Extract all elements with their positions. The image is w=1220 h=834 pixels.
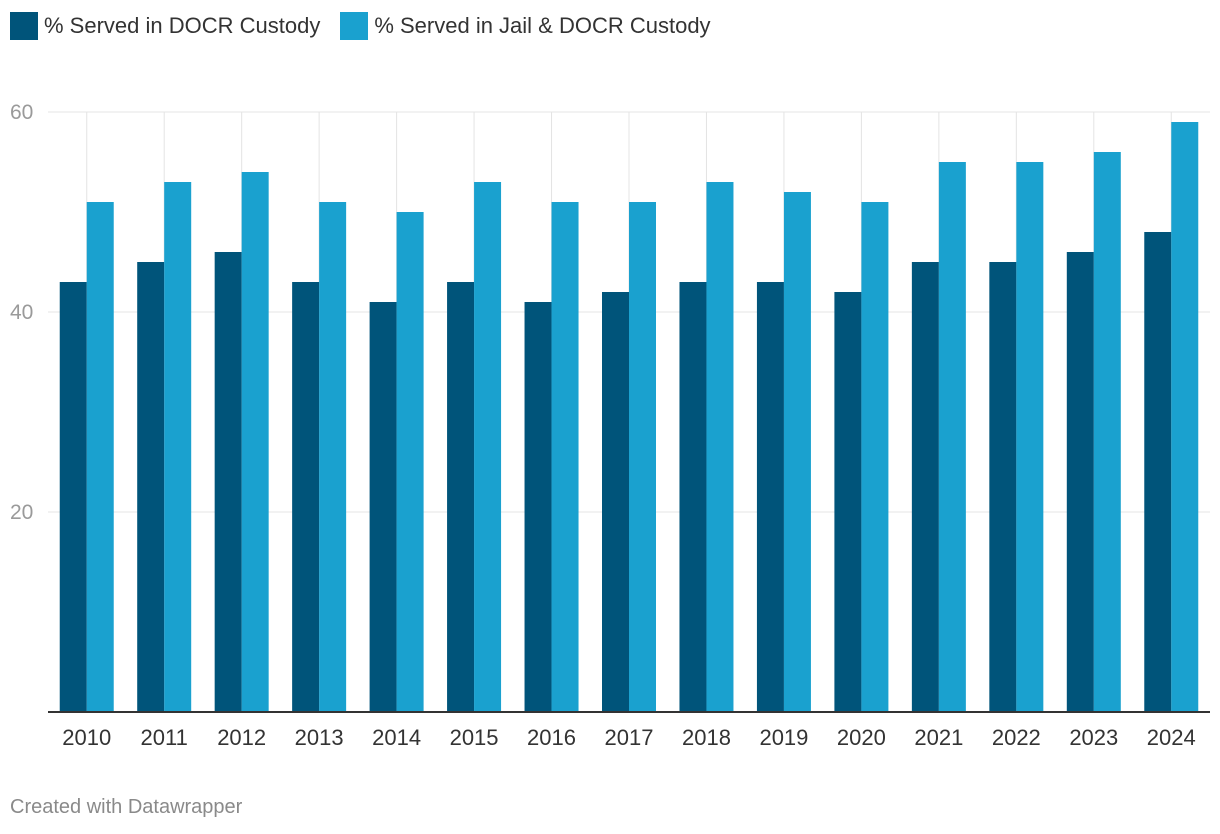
bar-jail-docr[interactable] [319, 202, 347, 712]
bar-chart: 20 40 60 2010 2011 2012 2013 2014 2015 2016 2017 20… [10, 101, 1210, 750]
bar-docr[interactable] [834, 292, 862, 712]
bar-docr[interactable] [1066, 252, 1094, 712]
bar-jail-docr[interactable] [938, 162, 966, 712]
bar-jail-docr[interactable] [164, 182, 192, 712]
bar-docr[interactable] [137, 262, 165, 712]
bar-docr[interactable] [1144, 232, 1172, 712]
x-tick-label: 2013 [295, 725, 344, 750]
x-tick-label: 2021 [914, 725, 963, 750]
bar-jail-docr[interactable] [1016, 162, 1044, 712]
bar-docr[interactable] [602, 292, 629, 712]
bar-docr[interactable] [524, 302, 552, 712]
bar-docr[interactable] [369, 302, 397, 712]
bar-docr[interactable] [756, 282, 784, 712]
x-tick-label: 2014 [372, 725, 421, 750]
bar-docr[interactable] [989, 262, 1017, 712]
x-tick-label: 2015 [450, 725, 499, 750]
bar-jail-docr[interactable] [474, 182, 502, 712]
legend-item-docr[interactable]: % Served in DOCR Custody [10, 12, 320, 40]
y-tick-label: 60 [10, 101, 33, 124]
bar-jail-docr[interactable] [706, 182, 734, 712]
bar-jail-docr[interactable] [861, 202, 889, 712]
x-tick-label: 2018 [682, 725, 731, 750]
legend-swatch-jail-docr [340, 12, 369, 40]
x-tick-label: 2022 [992, 725, 1041, 750]
bar-jail-docr[interactable] [551, 202, 579, 712]
x-tick-label: 2019 [759, 725, 808, 750]
bar-jail-docr[interactable] [783, 192, 811, 712]
bar-jail-docr[interactable] [396, 212, 424, 712]
footer-credit[interactable]: Created with Datawrapper [10, 796, 243, 818]
bar-docr[interactable] [59, 282, 87, 712]
bar-docr[interactable] [679, 282, 707, 712]
bar-docr[interactable] [447, 282, 475, 712]
legend-label-docr: % Served in DOCR Custody [44, 13, 321, 38]
bar-jail-docr[interactable] [1171, 122, 1199, 712]
legend-item-jail-docr[interactable]: % Served in Jail & DOCR Custody [340, 12, 711, 40]
legend: % Served in DOCR Custody % Served in Jai… [10, 12, 731, 40]
bar-jail-docr[interactable] [86, 202, 114, 712]
x-tick-label: 2020 [837, 725, 886, 750]
bar-docr[interactable] [214, 252, 242, 712]
bar-jail-docr[interactable] [1093, 152, 1121, 712]
legend-label-jail-docr: % Served in Jail & DOCR Custody [374, 13, 711, 38]
x-tick-label: 2023 [1069, 725, 1118, 750]
x-tick-label: 2017 [605, 725, 654, 750]
bar-docr[interactable] [292, 282, 320, 712]
x-tick-label: 2011 [141, 725, 188, 750]
y-tick-label: 40 [10, 301, 33, 324]
x-tick-label: 2016 [527, 725, 576, 750]
bar-jail-docr[interactable] [241, 172, 269, 712]
x-tick-label: 2010 [62, 725, 111, 750]
bar-docr[interactable] [911, 262, 939, 712]
y-tick-label: 20 [10, 501, 33, 524]
legend-swatch-docr [10, 12, 38, 40]
x-tick-label: 2024 [1147, 725, 1196, 750]
bar-jail-docr[interactable] [629, 202, 656, 712]
x-tick-label: 2012 [217, 725, 266, 750]
